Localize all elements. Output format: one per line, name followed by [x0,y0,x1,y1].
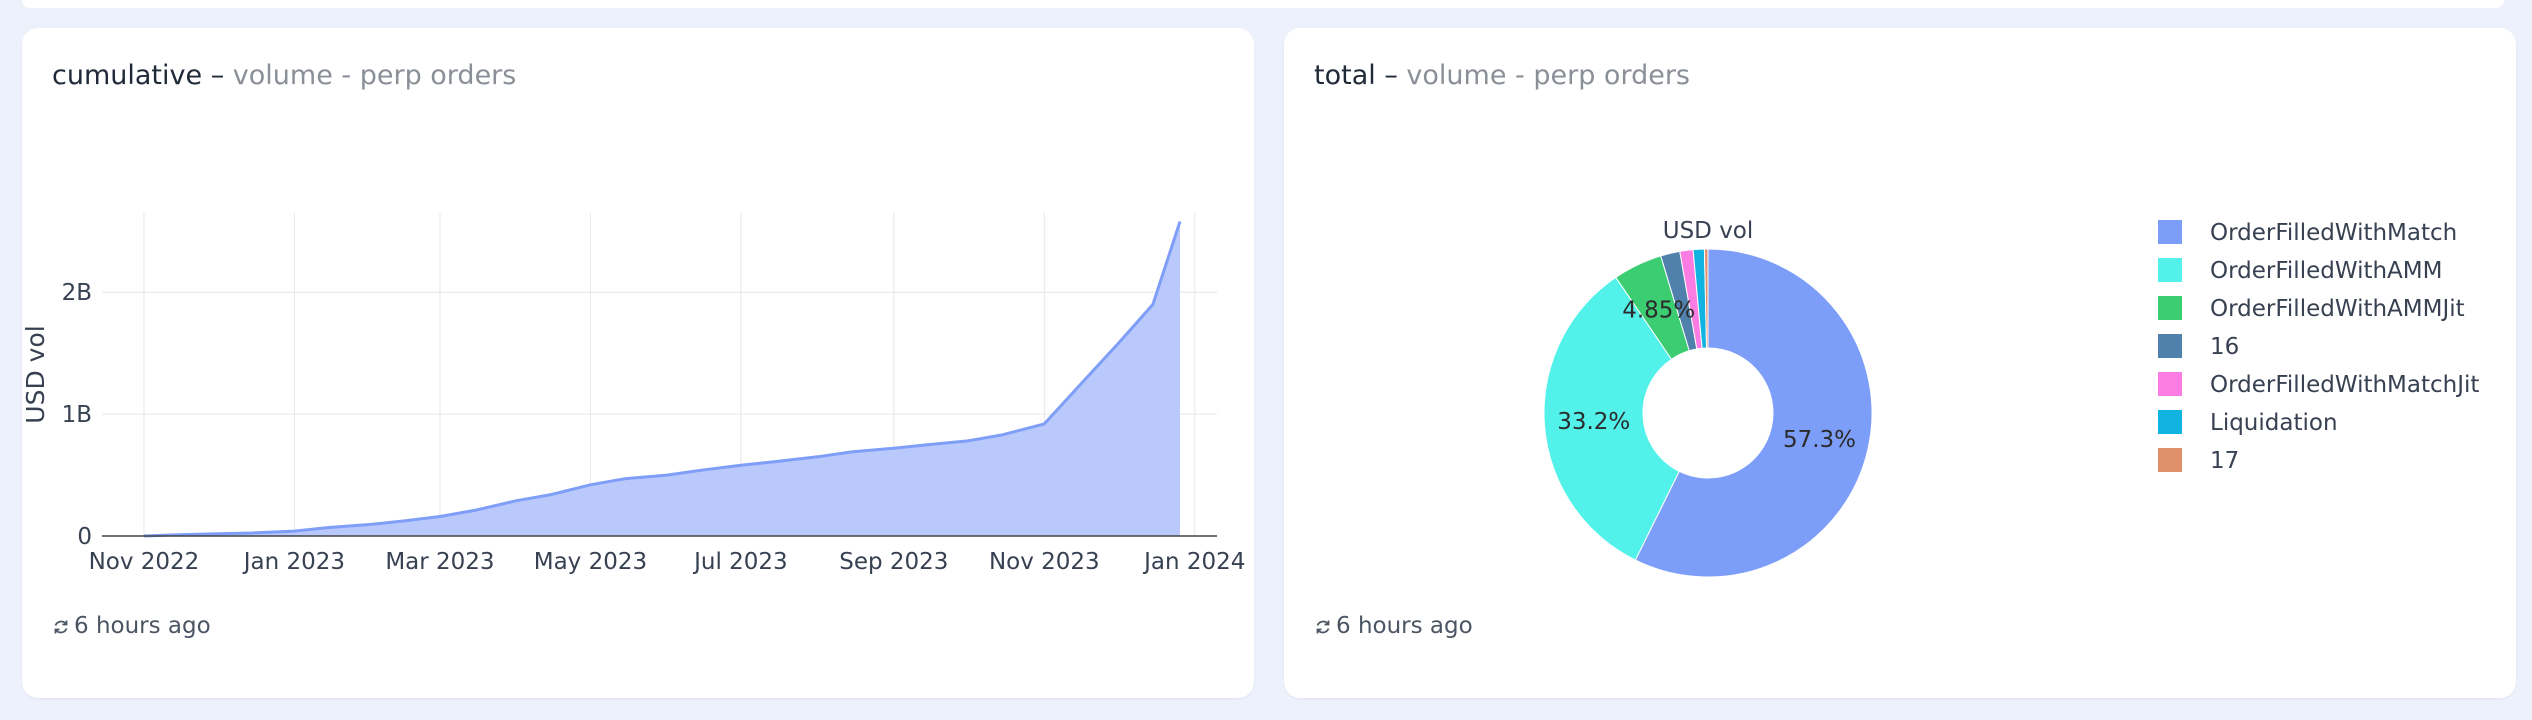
x-tick-label: May 2023 [534,549,647,575]
legend-item[interactable]: OrderFilledWithAMM [2158,258,2442,284]
pie-slice[interactable] [1543,276,1680,561]
top-card-edge [22,0,2504,8]
card-title-subtitle: volume - perp orders [1406,60,1690,91]
y-tick-label: 0 [77,524,92,550]
refresh-icon[interactable] [52,616,70,642]
cumulative-area-fill [143,221,1180,536]
cumulative-line [143,221,1182,538]
legend-label: 17 [2210,448,2239,474]
legend-swatch [2158,296,2182,320]
cumulative-volume-card: cumulative – volume - perp orders Nov 20… [22,28,1254,698]
card-title-metric: cumulative [52,60,203,91]
total-volume-donut-chart: USD vol 57.3% 33.2% 4.85% OrderFilledWithM… [1543,218,2479,578]
card-title: cumulative – volume - perp orders [52,60,516,91]
last-updated-text: 6 hours ago [74,613,211,639]
legend-swatch [2158,372,2182,396]
x-tick-label: Jul 2023 [692,549,788,575]
legend-label: OrderFilledWithAMMJit [2210,296,2465,322]
y-tick-label: 1B [62,402,92,428]
legend-swatch [2158,258,2182,282]
last-updated: 6 hours ago [52,613,211,642]
pie-slice-label: 4.85% [1622,298,1695,324]
legend-item[interactable]: OrderFilledWithMatchJit [2158,372,2479,398]
x-tick-label: Nov 2023 [989,549,1100,575]
legend-swatch [2158,448,2182,472]
cumulative-area-chart: Nov 2022 Jan 2023 Mar 2023 May 2023 Jul 2023… [22,213,1245,575]
legend-swatch [2158,410,2182,434]
legend-label: OrderFilledWithMatch [2210,220,2457,246]
legend-swatch [2158,220,2182,244]
legend-label: 16 [2210,334,2239,360]
refresh-icon[interactable] [1314,616,1332,642]
legend-item[interactable]: Liquidation [2158,410,2338,436]
legend-item[interactable]: 17 [2158,448,2239,474]
legend-item[interactable]: 16 [2158,334,2239,360]
pie-slice-label: 33.2% [1557,409,1630,435]
pie-slice[interactable] [1634,248,1873,578]
legend-swatch [2158,334,2182,358]
chart-title: USD vol [1663,218,1754,244]
legend-item[interactable]: OrderFilledWithMatch [2158,220,2457,246]
card-title-metric: total [1314,60,1376,91]
card-title-subtitle: volume - perp orders [232,60,517,91]
total-volume-card: total – volume - perp orders USD vol 57.… [1284,28,2516,698]
last-updated-text: 6 hours ago [1336,613,1473,639]
legend-label: OrderFilledWithAMM [2210,258,2442,284]
legend-label: Liquidation [2210,410,2338,436]
x-tick-label: Sep 2023 [839,549,948,575]
x-tick-label: Jan 2023 [242,549,345,575]
pie-slice[interactable] [1703,248,1709,349]
card-title: total – volume - perp orders [1314,60,1690,91]
legend-item[interactable]: OrderFilledWithAMMJit [2158,296,2465,322]
x-tick-label: Jan 2024 [1142,549,1245,575]
card-title-separator: – [1375,60,1407,91]
pie-slice-label: 57.3% [1783,427,1856,453]
y-axis-label: USD vol [22,325,50,423]
x-tick-label: Mar 2023 [385,549,494,575]
x-tick-label: Nov 2022 [89,549,200,575]
card-title-separator: – [202,60,233,91]
y-tick-label: 2B [62,280,92,306]
legend-label: OrderFilledWithMatchJit [2210,372,2479,398]
last-updated: 6 hours ago [1314,613,1473,642]
